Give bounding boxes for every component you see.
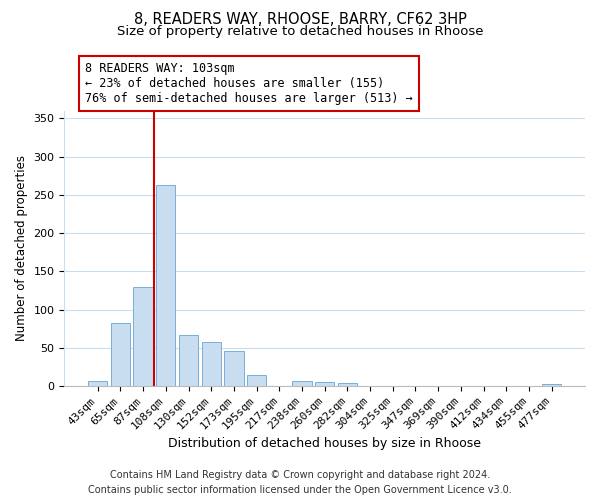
- Text: 8 READERS WAY: 103sqm
← 23% of detached houses are smaller (155)
76% of semi-det: 8 READERS WAY: 103sqm ← 23% of detached …: [85, 62, 413, 105]
- Bar: [542, 384, 562, 386]
- Bar: [292, 380, 311, 386]
- Bar: [315, 382, 334, 386]
- Bar: [202, 342, 221, 386]
- Bar: [179, 335, 198, 386]
- Bar: [338, 383, 357, 386]
- X-axis label: Distribution of detached houses by size in Rhoose: Distribution of detached houses by size …: [168, 437, 481, 450]
- Y-axis label: Number of detached properties: Number of detached properties: [15, 156, 28, 342]
- Bar: [133, 288, 153, 386]
- Bar: [111, 324, 130, 386]
- Text: 8, READERS WAY, RHOOSE, BARRY, CF62 3HP: 8, READERS WAY, RHOOSE, BARRY, CF62 3HP: [134, 12, 466, 28]
- Bar: [224, 351, 244, 386]
- Bar: [88, 380, 107, 386]
- Bar: [247, 374, 266, 386]
- Text: Size of property relative to detached houses in Rhoose: Size of property relative to detached ho…: [117, 25, 483, 38]
- Bar: [156, 185, 175, 386]
- Text: Contains HM Land Registry data © Crown copyright and database right 2024.
Contai: Contains HM Land Registry data © Crown c…: [88, 470, 512, 495]
